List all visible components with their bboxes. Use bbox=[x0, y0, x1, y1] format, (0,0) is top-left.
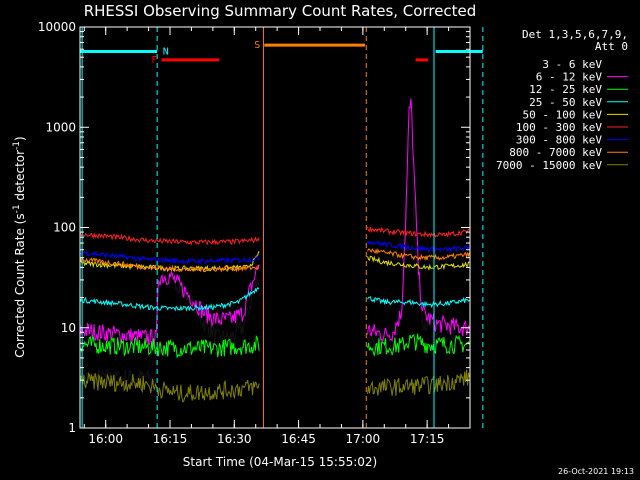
legend-header-line2: Att 0 bbox=[595, 40, 628, 53]
series-line-6 bbox=[80, 226, 470, 246]
series-line-8 bbox=[80, 248, 470, 273]
x-tick-label-3: 16:30 bbox=[217, 432, 252, 446]
legend-label-6: 100 - 300 keV bbox=[516, 121, 602, 134]
series-line-3 bbox=[80, 333, 470, 359]
series-line-2 bbox=[80, 98, 470, 347]
plot-area: F S N bbox=[80, 27, 484, 428]
y-axis-label-sup1: -1 bbox=[12, 204, 22, 213]
y-tick-label-4: 1000 bbox=[45, 120, 76, 134]
legend-label-5: 50 - 100 keV bbox=[523, 108, 603, 121]
y-axis-label-end: ) bbox=[13, 136, 27, 141]
y-axis-label: Corrected Count Rate (s-1 detector-1) bbox=[12, 136, 27, 357]
legend-label-4: 25 - 50 keV bbox=[529, 96, 602, 109]
legend-label-2: 6 - 12 keV bbox=[536, 71, 603, 84]
series-line-7 bbox=[80, 239, 470, 265]
legend-label-1: 3 - 6 keV bbox=[542, 58, 602, 71]
y-tick-label-1: 1 bbox=[68, 421, 76, 435]
flag-label-N: N bbox=[163, 46, 169, 57]
y-tick-label-2: 10 bbox=[61, 321, 76, 335]
axes: 16:00 16:15 16:30 16:45 17:00 17:15 1 10 100 1000… bbox=[38, 20, 471, 446]
flag-label-F: F bbox=[151, 55, 157, 66]
x-tick-label-6: 17:15 bbox=[410, 432, 445, 446]
x-tick-label-2: 16:15 bbox=[153, 432, 188, 446]
y-tick-label-3: 100 bbox=[53, 221, 76, 235]
legend-label-3: 12 - 25 keV bbox=[529, 83, 602, 96]
series-line-4 bbox=[80, 287, 470, 312]
y-axis-label-mid: detector bbox=[13, 150, 27, 205]
y-axis-label-sup2: -1 bbox=[12, 141, 22, 150]
timestamp: 26-Oct-2021 19:13 bbox=[558, 467, 634, 476]
x-tick-label-5: 17:00 bbox=[346, 432, 381, 446]
legend-label-9: 7000 - 15000 keV bbox=[496, 159, 602, 172]
legend-label-8: 800 - 7000 keV bbox=[509, 146, 602, 159]
series-line-9 bbox=[80, 369, 470, 403]
x-tick-label-1: 16:00 bbox=[88, 432, 123, 446]
x-tick-label-4: 16:45 bbox=[281, 432, 316, 446]
flag-label-S: S bbox=[254, 40, 260, 51]
y-tick-label-5: 10000 bbox=[38, 20, 76, 34]
legend-label-7: 300 - 800 keV bbox=[516, 134, 602, 147]
y-axis-label-main: Corrected Count Rate (s bbox=[13, 213, 27, 357]
x-axis-label: Start Time (04-Mar-15 15:55:02) bbox=[183, 455, 377, 469]
legend-header-line1: Det 1,3,5,6,7,9, bbox=[522, 28, 628, 41]
chart-title: RHESSI Observing Summary Count Rates, Co… bbox=[84, 2, 477, 20]
